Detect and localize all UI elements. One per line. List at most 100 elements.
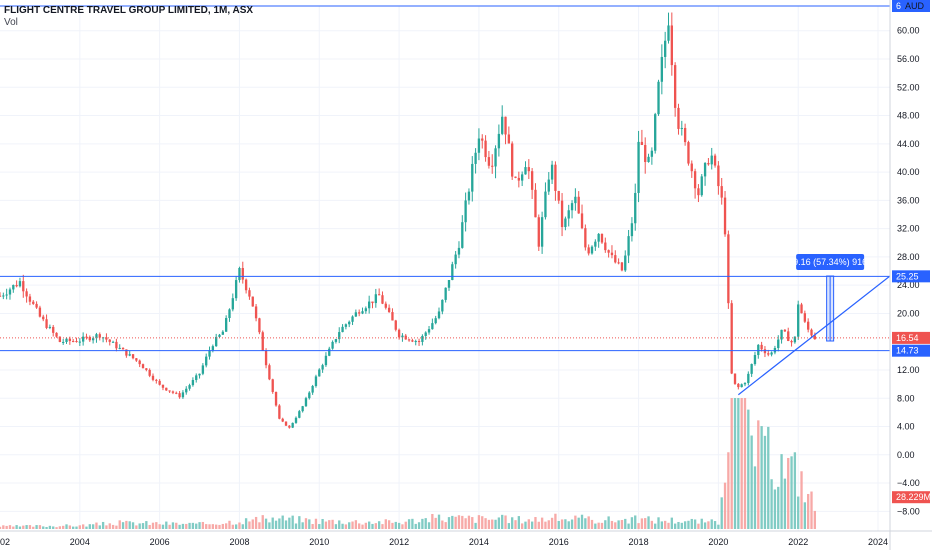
candle-body	[294, 417, 298, 423]
volume-bar	[464, 518, 467, 529]
time-axis[interactable]: 02 2004 2006 2008 2010 2012 2014 2016 2018 2020 20…	[0, 530, 932, 547]
volume-bar	[241, 524, 244, 529]
candle-body	[594, 241, 597, 247]
volume-bar	[447, 517, 451, 529]
candle-body	[368, 301, 371, 309]
candle-body	[577, 196, 580, 214]
level-badge: 14.73	[896, 346, 919, 356]
volume-bar	[411, 518, 414, 529]
candle-body	[434, 318, 437, 324]
last-price-badge: 16.54	[896, 333, 919, 343]
y-tick-label: 56.00	[897, 54, 920, 64]
volume-bar	[394, 521, 397, 529]
volume-bar	[65, 524, 68, 529]
candle-body	[481, 138, 484, 141]
candle-body	[171, 391, 175, 393]
volume-bar	[55, 527, 58, 529]
candle-body	[743, 383, 747, 385]
candle-body	[68, 338, 72, 342]
candle-body	[457, 247, 461, 255]
volume-bar	[314, 518, 318, 529]
candle-body	[647, 156, 650, 163]
volume-bar	[560, 519, 564, 529]
candle-body	[181, 392, 185, 398]
candle-body	[703, 162, 707, 177]
candle-body	[15, 285, 18, 287]
volume-bar	[85, 526, 88, 529]
candle-body	[198, 373, 201, 376]
volume-bar	[135, 525, 138, 529]
candle-body	[727, 234, 730, 304]
candle-body	[447, 280, 451, 288]
volume-bar	[570, 519, 574, 529]
candle-body	[427, 329, 431, 333]
volume-bar	[101, 521, 105, 529]
price-axis[interactable]: 60.0056.0052.0048.0044.0040.0036.0032.00…	[889, 0, 920, 550]
volume-bar	[5, 525, 8, 529]
volume-bar	[404, 521, 407, 529]
volume-bar	[574, 515, 577, 529]
candle-body	[55, 332, 58, 337]
volume-bar	[421, 518, 424, 529]
volume-bar	[211, 524, 215, 529]
candle-body	[301, 406, 304, 412]
volume-bar	[424, 518, 427, 529]
volume-bar	[95, 522, 98, 529]
chart-title[interactable]: FLIGHT CENTRE TRAVEL GROUP LIMITED, 1M, …	[4, 5, 254, 16]
volume-bar	[261, 515, 264, 529]
candle-body	[361, 311, 364, 314]
volume-bar	[700, 518, 703, 529]
volume-bar	[534, 517, 537, 529]
volume-bar	[368, 521, 371, 529]
volume-bar	[607, 516, 610, 529]
candle-body	[484, 140, 487, 158]
volume-bar	[188, 522, 191, 529]
volume-bar	[610, 520, 614, 529]
volume-bar	[208, 524, 211, 529]
volume-bar	[810, 491, 813, 529]
volume-bar	[301, 522, 304, 529]
candle-body	[401, 335, 404, 338]
x-tick-label: 2008	[229, 537, 249, 547]
candle-body	[98, 334, 101, 338]
candle-body	[407, 339, 411, 341]
volume-bar	[431, 513, 434, 529]
volume-bar	[178, 524, 181, 529]
candle-body	[810, 329, 813, 336]
y-tick-label: 24.00	[897, 280, 920, 290]
volume-bar	[348, 522, 351, 529]
candle-body	[763, 349, 767, 354]
candle-body	[491, 165, 494, 167]
candle-body	[664, 40, 667, 57]
currency-label: AUD	[905, 1, 925, 11]
x-tick-label: 2004	[70, 537, 90, 547]
volume-bar	[673, 523, 677, 529]
volume-legend[interactable]: Vol	[4, 17, 18, 28]
candle-body	[534, 189, 537, 218]
candle-body	[757, 344, 760, 356]
volume-bar	[115, 525, 118, 529]
volume-bar	[274, 520, 278, 529]
candle-body	[411, 340, 414, 342]
candle-body	[358, 312, 361, 314]
candle-body	[234, 280, 238, 299]
candle-body	[165, 387, 168, 391]
candle-body	[451, 264, 454, 281]
volume-bar	[128, 521, 131, 529]
volume-bar	[467, 515, 471, 529]
volume-bar	[807, 493, 810, 529]
candle-body	[384, 303, 387, 308]
candle-body	[630, 223, 634, 237]
candle-body	[530, 171, 534, 190]
volume-bar	[18, 526, 22, 529]
candle-body	[208, 350, 211, 357]
volume-bar	[783, 478, 787, 529]
volume-bar	[354, 520, 358, 529]
volume-bar	[248, 521, 251, 529]
volume-bar	[377, 521, 381, 529]
x-tick-label: 2020	[708, 537, 728, 547]
x-tick-label: 2024	[868, 537, 888, 547]
volume-bar	[683, 521, 687, 529]
volume-bar	[630, 517, 634, 529]
